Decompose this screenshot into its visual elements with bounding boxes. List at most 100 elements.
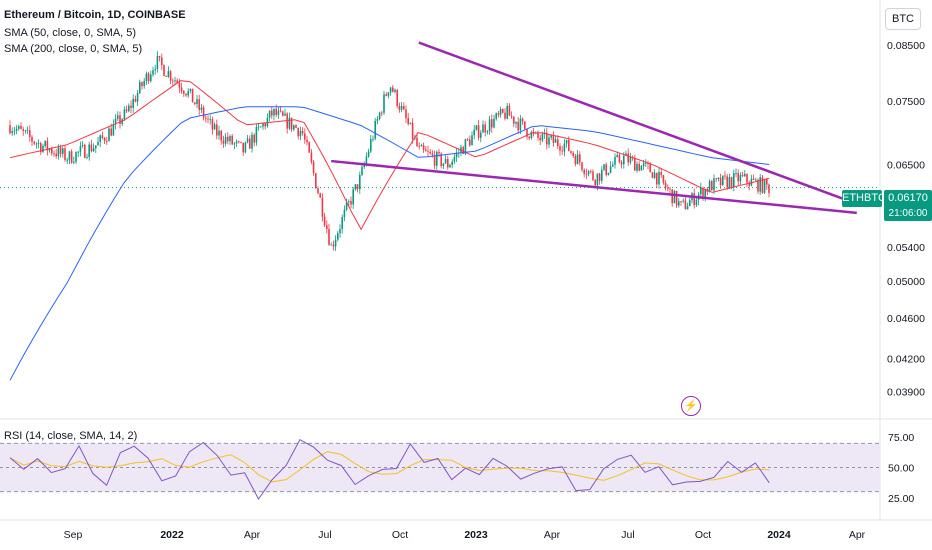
candle-body bbox=[684, 200, 687, 210]
price-tick-label: 0.08500 bbox=[887, 40, 925, 52]
time-axis[interactable]: Sep 2022 Apr Jul Oct 2023 Apr Jul Oct 2024 Apr bbox=[64, 529, 866, 541]
candle-body bbox=[317, 188, 319, 194]
candle-body bbox=[354, 184, 357, 190]
candle-body bbox=[330, 244, 332, 246]
time-tick-label: Apr bbox=[849, 529, 866, 541]
candle-body bbox=[323, 216, 326, 226]
candle-body bbox=[44, 140, 46, 146]
candle-body bbox=[733, 173, 735, 187]
time-tick-label: Oct bbox=[392, 529, 408, 541]
candle-body bbox=[295, 125, 297, 128]
candle-body bbox=[627, 153, 629, 163]
candle-body bbox=[376, 119, 379, 121]
candle-body bbox=[491, 119, 493, 128]
candle-body bbox=[484, 124, 486, 133]
candle-body bbox=[616, 155, 618, 157]
candle-body bbox=[737, 172, 739, 182]
candle-body bbox=[581, 162, 583, 170]
lightning-icon[interactable]: ⚡ bbox=[681, 396, 701, 416]
candle-body bbox=[152, 70, 154, 75]
candle-body bbox=[548, 137, 550, 145]
candle-body bbox=[559, 146, 561, 151]
candle-body bbox=[301, 130, 304, 134]
candle-body bbox=[132, 98, 134, 108]
candle-body bbox=[218, 130, 220, 136]
candle-body bbox=[374, 120, 376, 139]
candle-body bbox=[240, 141, 242, 143]
candle-body bbox=[260, 126, 262, 128]
candle-body bbox=[768, 184, 770, 193]
price-tick-label: 0.06500 bbox=[887, 159, 925, 171]
time-tick-label: 2022 bbox=[160, 529, 184, 541]
candle-body bbox=[453, 156, 456, 162]
bar-countdown: 21:06:00 bbox=[884, 207, 932, 221]
candle-body bbox=[746, 173, 748, 183]
candle-body bbox=[752, 178, 755, 180]
sma50-legend[interactable]: SMA (50, close, 0, SMA, 5) bbox=[4, 27, 137, 39]
candle-body bbox=[383, 94, 385, 113]
candle-body bbox=[167, 71, 170, 77]
candle-body bbox=[299, 130, 302, 137]
candle-body bbox=[554, 139, 557, 143]
candle-body bbox=[667, 187, 669, 189]
candle-body bbox=[741, 174, 744, 177]
candle-body bbox=[145, 73, 148, 81]
sma200-legend[interactable]: SMA (200, close, 0, SMA, 5) bbox=[4, 43, 143, 55]
price-tick-label: 0.05400 bbox=[887, 242, 925, 254]
candle-body bbox=[587, 170, 590, 175]
candle-body bbox=[502, 109, 504, 113]
symbol-label: ETHBTC bbox=[842, 190, 886, 207]
candle-body bbox=[715, 178, 717, 180]
rsi-axis[interactable]: 75.00 50.00 25.00 bbox=[888, 432, 914, 505]
candle-body bbox=[682, 200, 684, 202]
candle-body bbox=[744, 173, 746, 177]
candle-body bbox=[524, 121, 526, 130]
candle-body bbox=[57, 147, 60, 157]
candle-body bbox=[178, 82, 181, 88]
candle-body bbox=[471, 135, 473, 146]
candle-body bbox=[117, 115, 119, 119]
candle-body bbox=[64, 148, 66, 161]
candle-body bbox=[763, 179, 766, 193]
candle-body bbox=[11, 131, 13, 134]
candle-body bbox=[95, 145, 97, 149]
candle-body bbox=[392, 87, 394, 92]
candle-body bbox=[337, 233, 339, 240]
candle-body bbox=[343, 209, 346, 218]
candle-body bbox=[572, 152, 574, 156]
candle-body bbox=[493, 118, 495, 128]
currency-badge[interactable]: BTC bbox=[885, 8, 921, 30]
candle-body bbox=[612, 164, 614, 167]
candle-body bbox=[515, 121, 517, 124]
candle-body bbox=[139, 82, 141, 94]
candle-body bbox=[636, 163, 638, 171]
candle-body bbox=[642, 163, 645, 166]
candle-body bbox=[570, 151, 572, 153]
candle-body bbox=[422, 145, 425, 150]
candle-body bbox=[482, 124, 484, 133]
candle-body bbox=[625, 153, 627, 156]
candle-body bbox=[429, 151, 431, 154]
candle-body bbox=[220, 130, 222, 141]
candle-body bbox=[442, 163, 445, 167]
candle-body bbox=[266, 117, 269, 127]
candle-body bbox=[365, 156, 368, 164]
candle-body bbox=[488, 119, 491, 132]
candle-body bbox=[242, 142, 244, 153]
candle-body bbox=[620, 162, 623, 165]
candle-body bbox=[420, 145, 423, 147]
symbol-title[interactable]: Ethereum / Bitcoin, 1D, COINBASE bbox=[4, 9, 186, 21]
candle-body bbox=[53, 153, 55, 155]
candle-body bbox=[473, 129, 475, 136]
rsi-legend[interactable]: RSI (14, close, SMA, 14, 2) bbox=[4, 430, 138, 442]
rsi-tick-label: 50.00 bbox=[888, 463, 914, 475]
rsi-tick-label: 75.00 bbox=[888, 432, 914, 444]
candle-body bbox=[462, 147, 464, 155]
candle-body bbox=[154, 69, 156, 71]
candle-body bbox=[136, 93, 139, 102]
candle-body bbox=[18, 126, 20, 129]
candle-body bbox=[436, 151, 438, 166]
candle-body bbox=[466, 139, 469, 141]
candle-body bbox=[680, 201, 682, 203]
candle-body bbox=[224, 136, 227, 144]
